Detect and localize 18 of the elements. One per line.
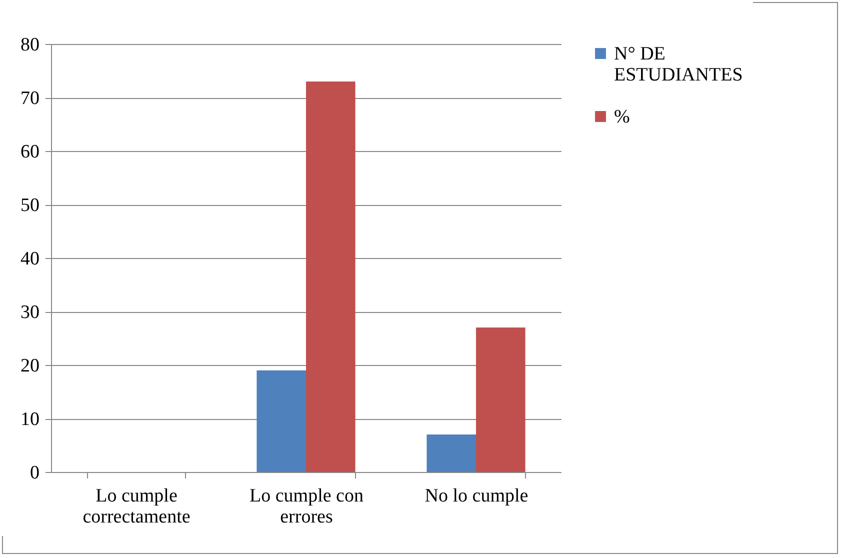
y-tick-label: 30	[20, 302, 40, 323]
y-tick-label: 50	[20, 195, 40, 216]
bar	[476, 328, 526, 472]
legend-label: N° DE ESTUDIANTES	[614, 44, 743, 86]
y-tick-label: 60	[20, 142, 40, 162]
y-tick-label: 0	[30, 462, 40, 484]
x-tick-label: Lo cumple con errores	[250, 486, 364, 528]
y-tick-label: 10	[20, 409, 40, 430]
y-tick-label: 40	[20, 248, 40, 270]
bar	[426, 434, 476, 472]
x-tick-label: No lo cumple	[424, 486, 528, 506]
y-tick-label: 80	[20, 34, 40, 56]
bar	[256, 370, 306, 472]
y-tick-label: 20	[20, 356, 40, 376]
x-tick-label: Lo cumple correctamente	[82, 486, 190, 528]
y-tick-label: 70	[20, 88, 40, 109]
legend-label: %	[614, 106, 630, 128]
bar	[306, 81, 356, 472]
